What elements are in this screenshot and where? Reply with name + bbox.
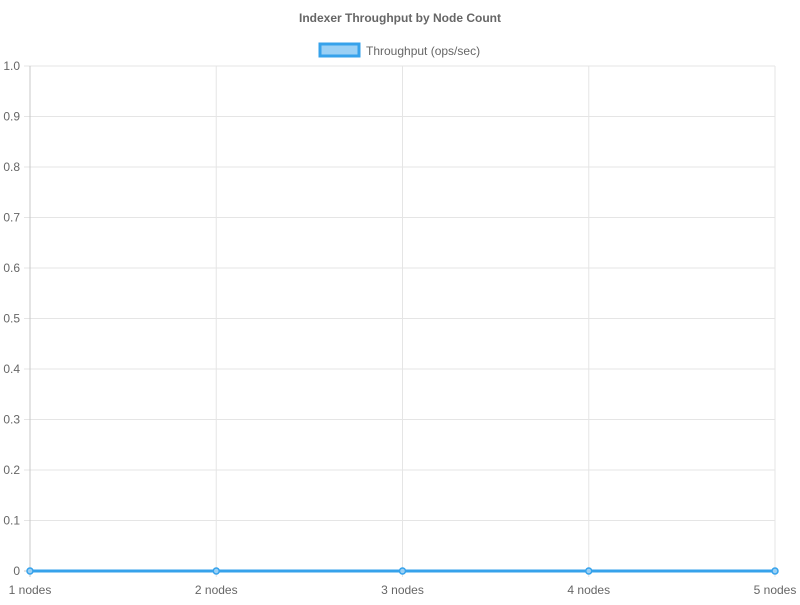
grid [24, 65, 776, 577]
data-point [212, 567, 220, 575]
legend[interactable]: Throughput (ops/sec) [318, 42, 480, 58]
y-tick-label: 0.5 [3, 312, 20, 326]
y-tick-label: 0.6 [3, 261, 20, 275]
legend-swatch [318, 42, 361, 58]
x-tick-label: 5 nodes [754, 583, 797, 597]
legend-label: Throughput (ops/sec) [366, 44, 480, 58]
y-tick-label: 0.2 [3, 463, 20, 477]
x-axis-ticks: 1 nodes 2 nodes 3 nodes 4 nodes 5 nodes [9, 583, 797, 597]
y-tick-label: 0.8 [3, 160, 20, 174]
x-tick-label: 2 nodes [195, 583, 238, 597]
series-layer [26, 567, 779, 575]
data-point [398, 567, 407, 575]
y-tick-label: 0.9 [3, 110, 20, 124]
data-point [585, 567, 593, 575]
y-tick-label: 0.7 [3, 211, 20, 225]
data-point [771, 567, 779, 575]
chart-title: Indexer Throughput by Node Count [299, 11, 501, 25]
y-tick-label: 1.0 [3, 59, 20, 73]
y-tick-label: 0.4 [3, 362, 20, 376]
x-tick-label: 3 nodes [381, 583, 424, 597]
x-tick-label: 4 nodes [567, 583, 610, 597]
x-tick-label: 1 nodes [9, 583, 52, 597]
data-point [26, 567, 34, 575]
y-tick-label: 0 [13, 564, 20, 578]
y-axis-ticks: 0 0.1 0.2 0.3 0.4 0.5 0.6 0.7 0.8 0.9 1.0 [3, 59, 20, 578]
y-tick-label: 0.3 [3, 413, 20, 427]
y-tick-label: 0.1 [3, 514, 20, 528]
